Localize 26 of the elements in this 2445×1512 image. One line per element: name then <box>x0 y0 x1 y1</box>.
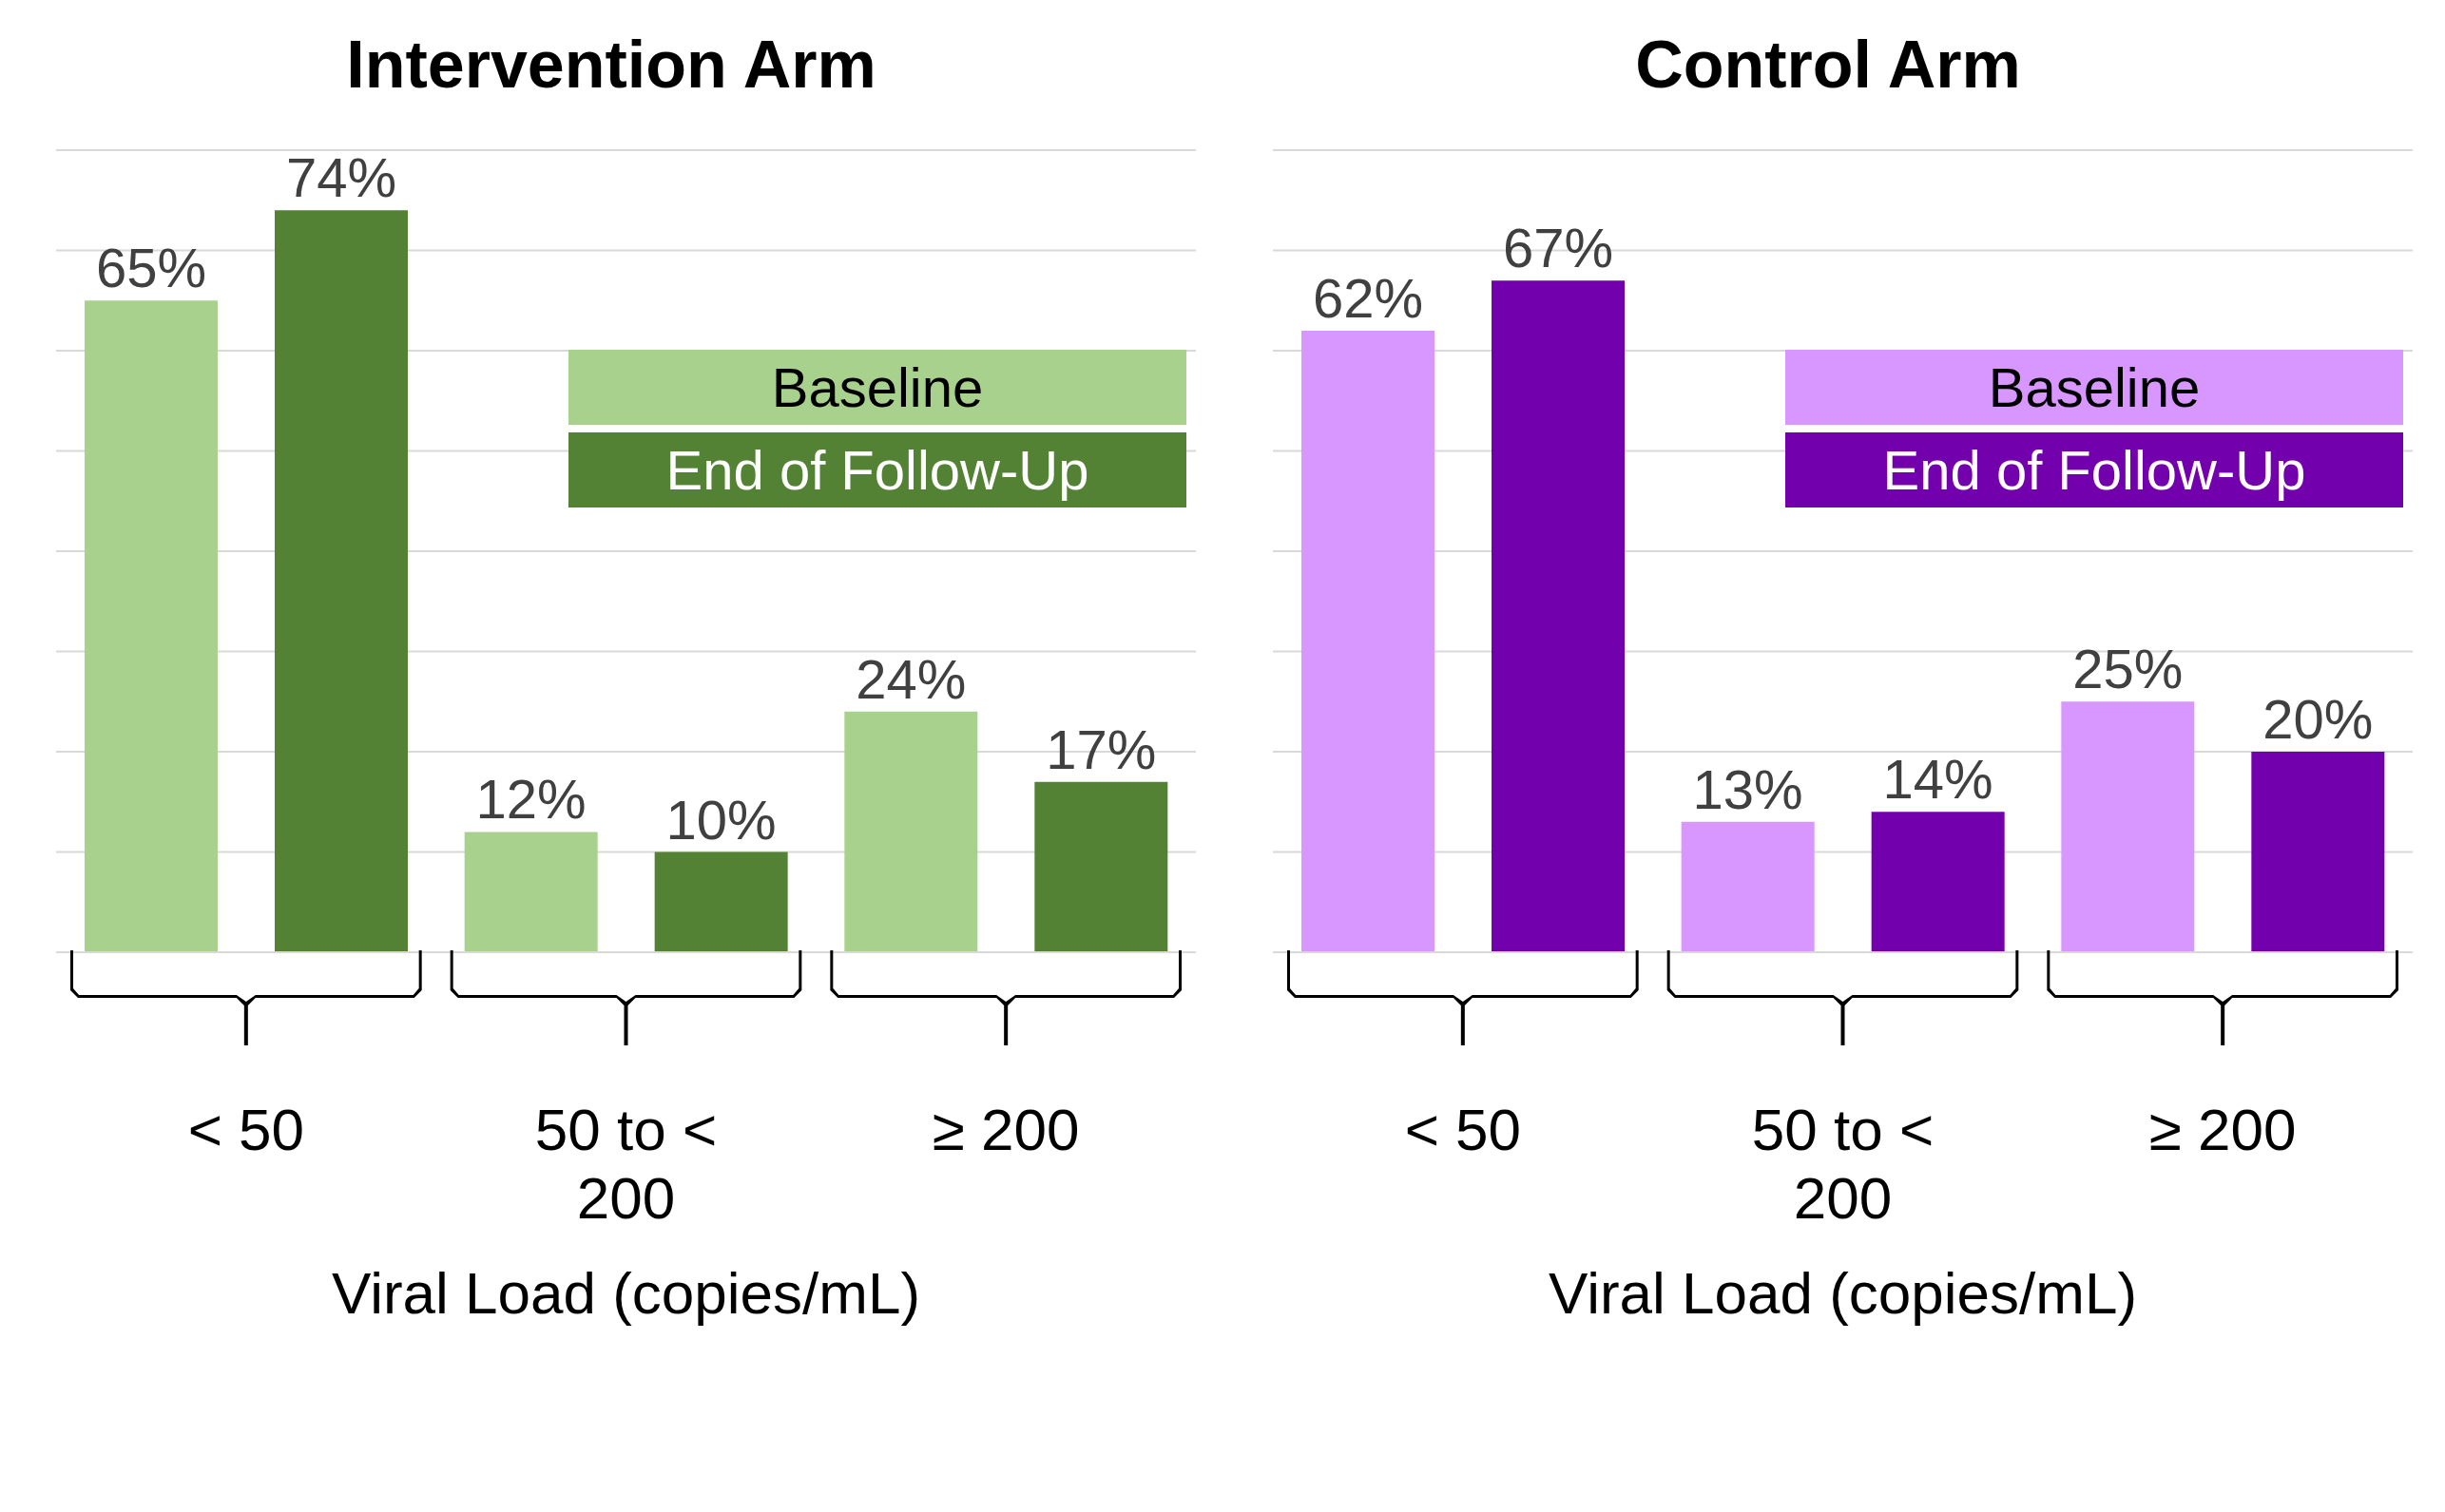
data-label: 20% <box>2262 688 2374 750</box>
chart-title: Control Arm <box>1634 27 2022 103</box>
x-tick-label: 50 to < 200 <box>534 1097 718 1231</box>
x-tick-label: ≥ 200 <box>932 1097 1080 1162</box>
text: End of Follow-Up <box>568 432 1186 507</box>
data-label: 17% <box>1046 718 1157 780</box>
data-label: 10% <box>665 788 777 851</box>
text: End of Follow-Up <box>1785 432 2403 507</box>
data-label: 74% <box>285 146 397 209</box>
data-label: 24% <box>856 647 967 710</box>
data-label: 67% <box>1502 217 1614 279</box>
x-axis-title: Viral Load (copies/mL) <box>331 1260 921 1326</box>
data-label: 14% <box>1882 748 1993 811</box>
data-label: 25% <box>2072 638 2184 700</box>
x-tick-label: 50 to < 200 <box>1751 1097 1935 1231</box>
x-axis-title: Viral Load (copies/mL) <box>1548 1260 2138 1326</box>
x-tick-label: < 50 <box>187 1097 305 1162</box>
x-tick-label: ≥ 200 <box>2148 1097 2297 1162</box>
x-tick-label: < 50 <box>1404 1097 1522 1162</box>
data-label: 13% <box>1692 757 1803 820</box>
chart-title: Intervention Arm <box>345 27 877 103</box>
data-label: 12% <box>475 768 587 831</box>
data-label: 62% <box>1312 266 1424 329</box>
text: Baseline <box>568 350 1186 425</box>
text: Baseline <box>1785 350 2403 425</box>
data-label: 65% <box>95 237 207 299</box>
